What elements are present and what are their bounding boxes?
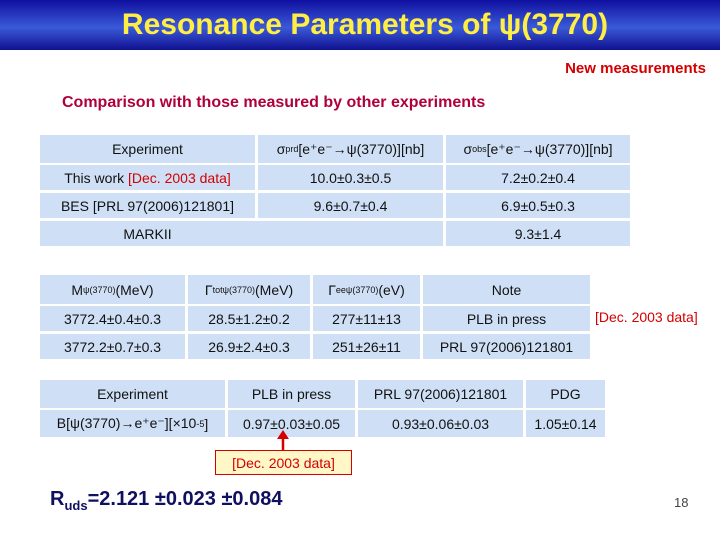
annotation: [Dec. 2003 data] xyxy=(215,450,352,475)
symbol: σ xyxy=(276,141,286,157)
cell: 1.05±0.14 xyxy=(526,410,605,437)
rest: [e⁺e⁻→ψ(3770)][nb] xyxy=(486,140,613,157)
sup: tot xyxy=(212,284,223,295)
page-number: 18 xyxy=(674,495,689,510)
r-value: =2.121 ±0.023 ±0.084 xyxy=(87,488,283,510)
r-sub: uds xyxy=(64,498,88,513)
header-cell: PRL 97(2006)121801 xyxy=(358,380,523,408)
arrow xyxy=(277,430,289,452)
empty-cell xyxy=(255,221,443,246)
cell: PLB in press xyxy=(423,306,590,331)
cell: B[ψ(3770)→e⁺e⁻][×10 -5] xyxy=(40,410,225,437)
cell: 9.3±1.4 xyxy=(446,221,630,246)
experiment: This work xyxy=(64,169,125,186)
tag: New measurements xyxy=(565,60,706,77)
cell: 6.9±0.5±0.3 xyxy=(446,193,630,218)
cell: 0.97±0.03±0.05 xyxy=(228,410,355,437)
symbol: σ xyxy=(463,141,473,157)
note: [Dec. 2003 data] xyxy=(128,169,231,186)
label: B[ψ(3770)→e⁺e⁻][×10 xyxy=(56,415,197,431)
symbol: M xyxy=(71,281,84,298)
cell: 26.9±2.4±0.3 xyxy=(188,334,310,359)
cell: BES [PRL 97(2006)121801] xyxy=(40,193,255,218)
sup: -5 xyxy=(196,418,205,429)
title: Resonance Parameters of ψ(3770) xyxy=(121,8,609,41)
header-cell: Experiment xyxy=(40,380,225,408)
header-cell: Note xyxy=(423,275,590,304)
sub: ψ(3770) xyxy=(345,284,379,295)
cell: 0.93±0.06±0.03 xyxy=(358,410,523,437)
sup: prd xyxy=(285,144,299,154)
cell: 28.5±1.2±0.2 xyxy=(188,306,310,331)
unit: (MeV) xyxy=(255,281,294,298)
header-cell: σ obs [e⁺e⁻→ψ(3770)][nb] xyxy=(446,135,630,163)
header-cell: PDG xyxy=(526,380,605,408)
label-end: ] xyxy=(204,415,209,432)
cell: 10.0±0.3±0.5 xyxy=(258,165,443,190)
cell: 3772.4±0.4±0.3 xyxy=(40,306,185,331)
sub: ψ(3770) xyxy=(83,284,116,295)
cell: This work [Dec. 2003 data] xyxy=(40,165,255,190)
side-note: [Dec. 2003 data] xyxy=(595,309,698,325)
symbol: Γ xyxy=(328,281,336,298)
r-uds: Ruds=2.121 ±0.023 ±0.084 xyxy=(50,488,282,513)
cell: 3772.2±0.7±0.3 xyxy=(40,334,185,359)
header-cell: PLB in press xyxy=(228,380,355,408)
sup: obs xyxy=(472,144,487,154)
subtitle: Comparison with those measured by other … xyxy=(62,94,486,111)
header-text: Experiment xyxy=(112,141,183,157)
cell: MARKII xyxy=(40,221,255,246)
cell: PRL 97(2006)121801 xyxy=(423,334,590,359)
unit: (eV) xyxy=(378,281,405,298)
cell: 277±11±13 xyxy=(313,306,420,331)
title-banner xyxy=(0,0,720,50)
cell: 251±26±11 xyxy=(313,334,420,359)
unit: (MeV) xyxy=(115,281,154,298)
symbol: Γ xyxy=(204,281,213,298)
sub: ψ(3770) xyxy=(222,284,256,295)
cell: 9.6±0.7±0.4 xyxy=(258,193,443,218)
header-cell: σ prd [e⁺e⁻→ψ(3770)][nb] xyxy=(258,135,443,163)
cell: 7.2±0.2±0.4 xyxy=(446,165,630,190)
sup: ee xyxy=(335,284,346,295)
header-cell: Experiment xyxy=(40,135,255,163)
rest: [e⁺e⁻→ψ(3770)][nb] xyxy=(298,140,425,157)
r-symbol: R xyxy=(50,488,65,510)
